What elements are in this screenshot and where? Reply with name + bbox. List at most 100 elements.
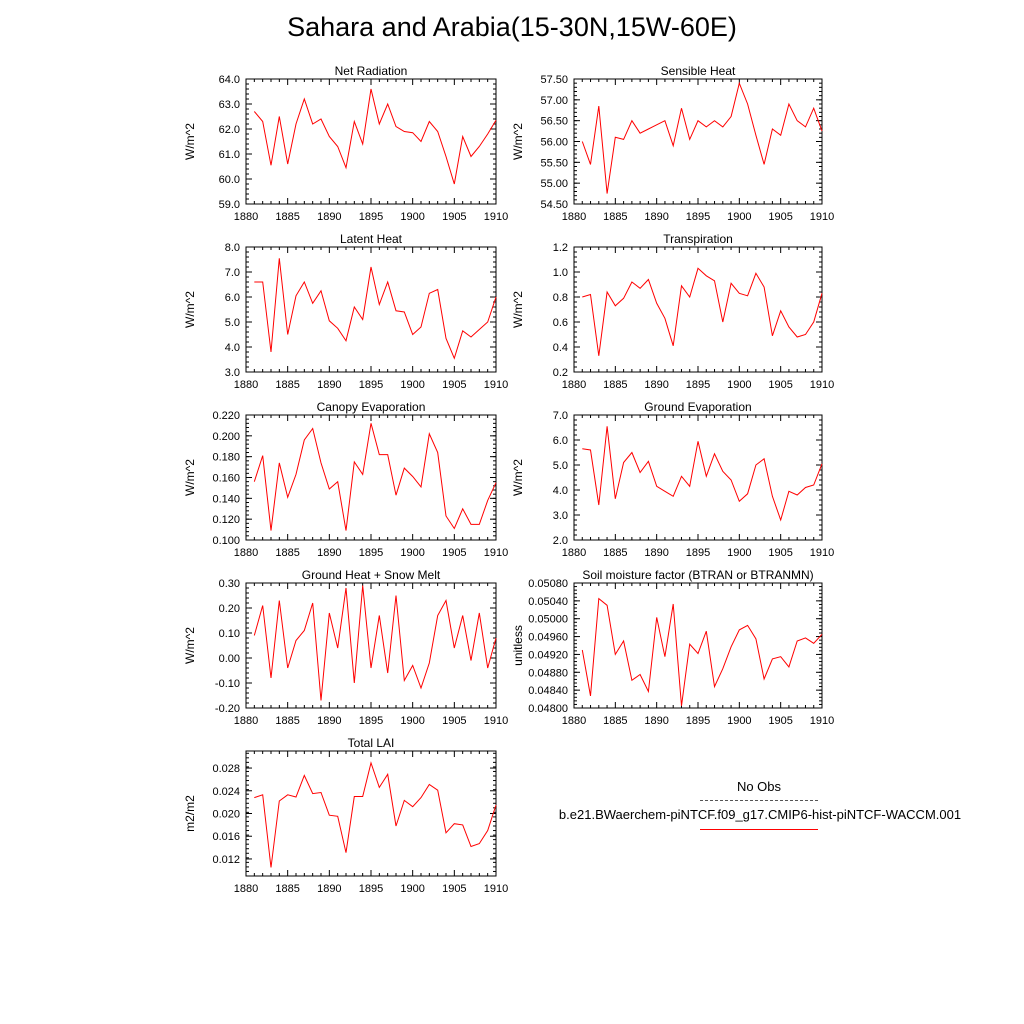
x-tick-label: 1910: [810, 211, 834, 223]
plot-frame: [573, 582, 823, 709]
y-tick-label: 64.0: [219, 74, 240, 86]
y-axis-label: W/m^2: [511, 123, 525, 160]
x-tick-label: 1885: [603, 379, 627, 391]
x-tick-label: 1900: [400, 715, 424, 727]
panel-8: Total LAI m2/m2 1880 1885 1890 1895 1900 1905 19…: [183, 736, 508, 895]
x-tick-label: 1900: [400, 211, 424, 223]
x-tick-label: 1890: [644, 379, 668, 391]
y-tick-label: 0.100: [212, 535, 240, 547]
x-tick-label: 1910: [484, 715, 508, 727]
x-tick-label: 1885: [275, 883, 299, 895]
x-tick-label: 1890: [317, 715, 341, 727]
x-tick-label: 1905: [442, 379, 466, 391]
y-tick-label: 0.05000: [528, 614, 568, 626]
panel-title: Total LAI: [348, 736, 395, 750]
legend-case-line: [700, 829, 818, 830]
x-tick-label: 1885: [275, 379, 299, 391]
legend-obs-label: No Obs: [736, 779, 782, 794]
y-tick-label: 0.4: [553, 342, 568, 354]
y-axis-label: W/m^2: [183, 291, 197, 328]
y-tick-label: 0.220: [212, 410, 240, 422]
x-tick-label: 1900: [727, 547, 751, 559]
x-tick-label: 1895: [359, 211, 383, 223]
x-tick-label: 1890: [317, 883, 341, 895]
panel-title: Net Radiation: [335, 64, 408, 78]
y-tick-label: 0.120: [212, 514, 240, 526]
plot-frame: [245, 246, 497, 373]
series-line: [582, 267, 823, 356]
y-tick-label: 60.0: [219, 174, 240, 186]
x-tick-label: 1910: [484, 379, 508, 391]
x-tick-label: 1890: [317, 379, 341, 391]
y-tick-label: 0.20: [219, 603, 240, 615]
series-line: [254, 761, 497, 868]
y-tick-label: 56.00: [540, 137, 568, 149]
y-tick-label: 0.020: [212, 809, 240, 821]
panel-title: Ground Evaporation: [644, 400, 751, 414]
x-tick-label: 1895: [686, 547, 710, 559]
y-tick-label: 7.0: [225, 267, 240, 279]
x-tick-label: 1880: [234, 379, 258, 391]
x-tick-label: 1890: [644, 547, 668, 559]
plot-frame: [573, 78, 823, 205]
x-tick-label: 1880: [234, 211, 258, 223]
y-tick-label: 0.140: [212, 493, 240, 505]
y-tick-label: 0.016: [212, 831, 240, 843]
x-tick-label: 1900: [727, 715, 751, 727]
x-tick-label: 1900: [400, 547, 424, 559]
x-tick-label: 1885: [275, 547, 299, 559]
y-tick-label: 59.0: [219, 199, 240, 211]
x-tick-label: 1880: [562, 715, 586, 727]
x-tick-label: 1880: [562, 379, 586, 391]
x-tick-label: 1880: [234, 547, 258, 559]
panel-2: Latent Heat W/m^2 1880 1885 1890 1895 1900 1905…: [183, 232, 508, 391]
panel-title: Canopy Evaporation: [317, 400, 426, 414]
y-tick-label: 0.6: [553, 317, 568, 329]
x-tick-label: 1910: [484, 883, 508, 895]
y-tick-label: 2.0: [553, 535, 568, 547]
plot-frame: [245, 582, 497, 709]
x-tick-label: 1910: [484, 211, 508, 223]
x-tick-label: 1890: [644, 211, 668, 223]
y-tick-label: 0.04840: [528, 685, 568, 697]
x-tick-label: 1905: [768, 211, 792, 223]
y-tick-label: 1.0: [553, 267, 568, 279]
y-tick-label: 0.2: [553, 367, 568, 379]
legend-obs-line: [700, 800, 818, 801]
y-tick-label: -0.20: [215, 703, 240, 715]
y-tick-label: 0.8: [553, 292, 568, 304]
x-tick-label: 1910: [810, 715, 834, 727]
x-tick-label: 1885: [275, 211, 299, 223]
x-tick-label: 1895: [359, 547, 383, 559]
panel-4: Canopy Evaporation W/m^2 1880 1885 1890 1895 1…: [183, 400, 508, 559]
x-tick-label: 1905: [768, 547, 792, 559]
y-tick-label: 0.05040: [528, 596, 568, 608]
y-axis-label: W/m^2: [511, 291, 525, 328]
y-tick-label: 0.10: [219, 628, 240, 640]
series-line: [582, 426, 823, 522]
x-tick-label: 1890: [317, 211, 341, 223]
x-tick-label: 1905: [442, 883, 466, 895]
x-tick-label: 1885: [603, 715, 627, 727]
series-line: [581, 597, 823, 706]
x-tick-label: 1890: [317, 547, 341, 559]
x-tick-label: 1880: [562, 211, 586, 223]
y-tick-label: 0.180: [212, 452, 240, 464]
series-line: [253, 585, 497, 701]
panel-7: Soil moisture factor (BTRAN or BTRANMN) u…: [511, 568, 834, 727]
x-tick-label: 1900: [400, 883, 424, 895]
y-axis-label: W/m^2: [183, 459, 197, 496]
panel-5: Ground Evaporation W/m^2 1880 1885 1890 1895 1…: [511, 400, 834, 559]
plot-frame: [245, 750, 497, 877]
y-tick-label: 0.04880: [528, 667, 568, 679]
panel-1: Sensible Heat W/m^2 1880 1885 1890 1895 1900 19…: [511, 64, 834, 223]
y-tick-label: 5.0: [553, 460, 568, 472]
legend-case-label: b.e21.BWaerchem-piNTCF.f09_g17.CMIP6-his…: [558, 807, 962, 822]
x-tick-label: 1910: [810, 379, 834, 391]
series-line: [253, 423, 497, 531]
y-tick-label: 0.00: [219, 653, 240, 665]
y-tick-label: 0.160: [212, 473, 240, 485]
x-tick-label: 1895: [686, 715, 710, 727]
y-tick-label: 63.0: [219, 99, 240, 111]
